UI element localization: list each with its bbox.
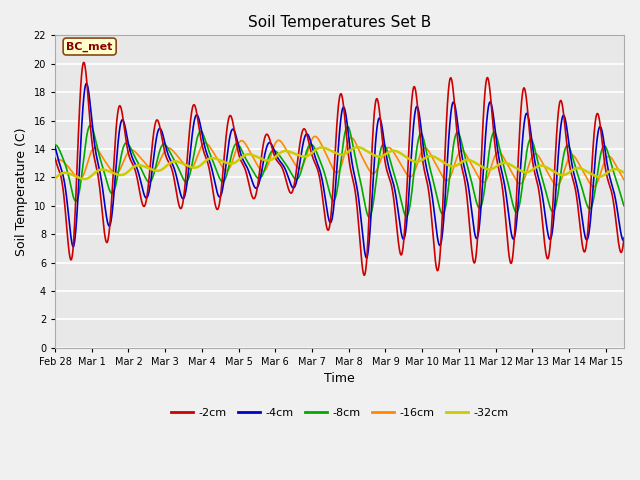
Title: Soil Temperatures Set B: Soil Temperatures Set B: [248, 15, 431, 30]
Legend: -2cm, -4cm, -8cm, -16cm, -32cm: -2cm, -4cm, -8cm, -16cm, -32cm: [166, 403, 513, 422]
Text: BC_met: BC_met: [67, 41, 113, 52]
Y-axis label: Soil Temperature (C): Soil Temperature (C): [15, 127, 28, 256]
X-axis label: Time: Time: [324, 372, 355, 385]
